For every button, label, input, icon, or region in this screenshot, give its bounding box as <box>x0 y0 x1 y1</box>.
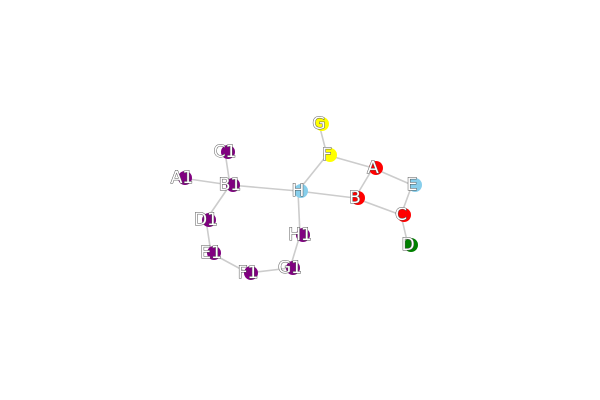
node-circle <box>178 171 192 185</box>
node-circle <box>294 184 308 198</box>
node-label: A <box>367 158 379 178</box>
edge-H-H1 <box>297 190 301 236</box>
node-label: E <box>407 175 418 195</box>
node-circle <box>207 246 221 260</box>
node-circle <box>408 178 422 192</box>
node-label: F1 <box>238 263 259 283</box>
node-circle <box>226 178 240 192</box>
node-label: H1 <box>288 225 312 245</box>
node-G1[interactable]: G1 <box>278 258 303 279</box>
node-circle <box>323 148 337 162</box>
node-label: C <box>395 205 407 225</box>
node-label: D1 <box>194 210 218 230</box>
node-H[interactable]: H <box>291 181 308 202</box>
node-D1[interactable]: D1 <box>194 210 219 231</box>
node-F[interactable]: F <box>322 145 337 166</box>
node-circle <box>351 191 365 205</box>
node-G[interactable]: G <box>312 114 329 135</box>
node-label: G <box>312 114 325 134</box>
node-circle <box>397 208 411 222</box>
node-label: D <box>401 235 414 255</box>
node-circle <box>315 117 329 131</box>
node-label: A1 <box>171 168 193 188</box>
node-label: H <box>292 181 305 201</box>
node-label: B <box>349 188 361 208</box>
node-circle <box>221 145 235 159</box>
node-label: E1 <box>200 243 222 263</box>
node-D[interactable]: D <box>401 235 418 256</box>
node-circle <box>244 266 258 280</box>
node-B1[interactable]: B1 <box>218 175 241 196</box>
node-label: C1 <box>214 142 237 162</box>
node-circle <box>286 261 300 275</box>
node-circle <box>369 161 383 175</box>
node-A[interactable]: A <box>367 158 383 179</box>
node-label: G1 <box>278 258 302 278</box>
edge-H-B1 <box>229 184 299 192</box>
node-label: F <box>322 145 332 165</box>
node-H1[interactable]: H1 <box>288 225 313 246</box>
node-C[interactable]: C <box>395 205 411 226</box>
node-circle <box>404 238 418 252</box>
node-circle <box>202 213 216 227</box>
node-A1[interactable]: A1 <box>170 168 193 189</box>
node-E1[interactable]: E1 <box>200 243 223 264</box>
node-E[interactable]: E <box>406 175 422 196</box>
node-C1[interactable]: C1 <box>213 142 237 163</box>
node-F1[interactable]: F1 <box>237 263 259 284</box>
node-circle <box>296 228 310 242</box>
node-label: B1 <box>219 175 241 195</box>
node-B[interactable]: B <box>349 188 365 209</box>
